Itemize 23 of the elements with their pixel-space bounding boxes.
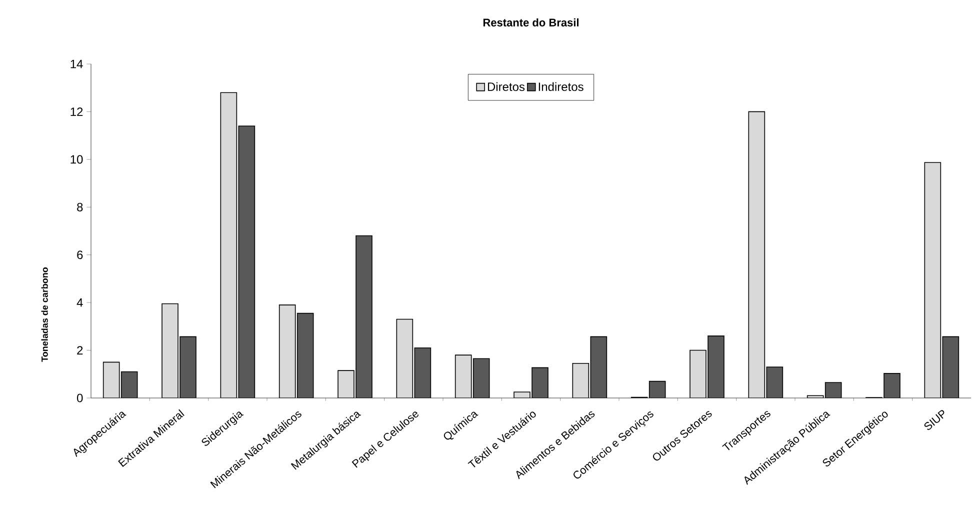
y-tick-label: 0 [77,394,83,402]
y-tick-label: 10 [70,155,83,164]
y-tick-label: 2 [77,346,83,354]
legend-label: Diretos [488,82,525,92]
bar [102,362,120,398]
bar [220,92,238,398]
bar [924,162,942,398]
bar [454,354,472,398]
bar [748,111,766,398]
bar [338,370,354,398]
chart-title: Restante do Brasil [483,18,578,26]
bar [396,318,414,398]
y-axis-title: Toneladas de carbono [41,267,48,362]
y-tick-label: 4 [76,298,83,307]
bar [162,303,178,398]
y-tick-label: 8 [77,202,83,212]
y-tick-label: 6 [77,250,83,260]
y-tick-label: 14 [70,60,83,68]
bar [690,350,706,398]
bar [278,304,296,398]
legend-label: Indiretos [538,82,584,92]
bar [572,362,590,398]
y-tick-label: 12 [70,108,83,116]
